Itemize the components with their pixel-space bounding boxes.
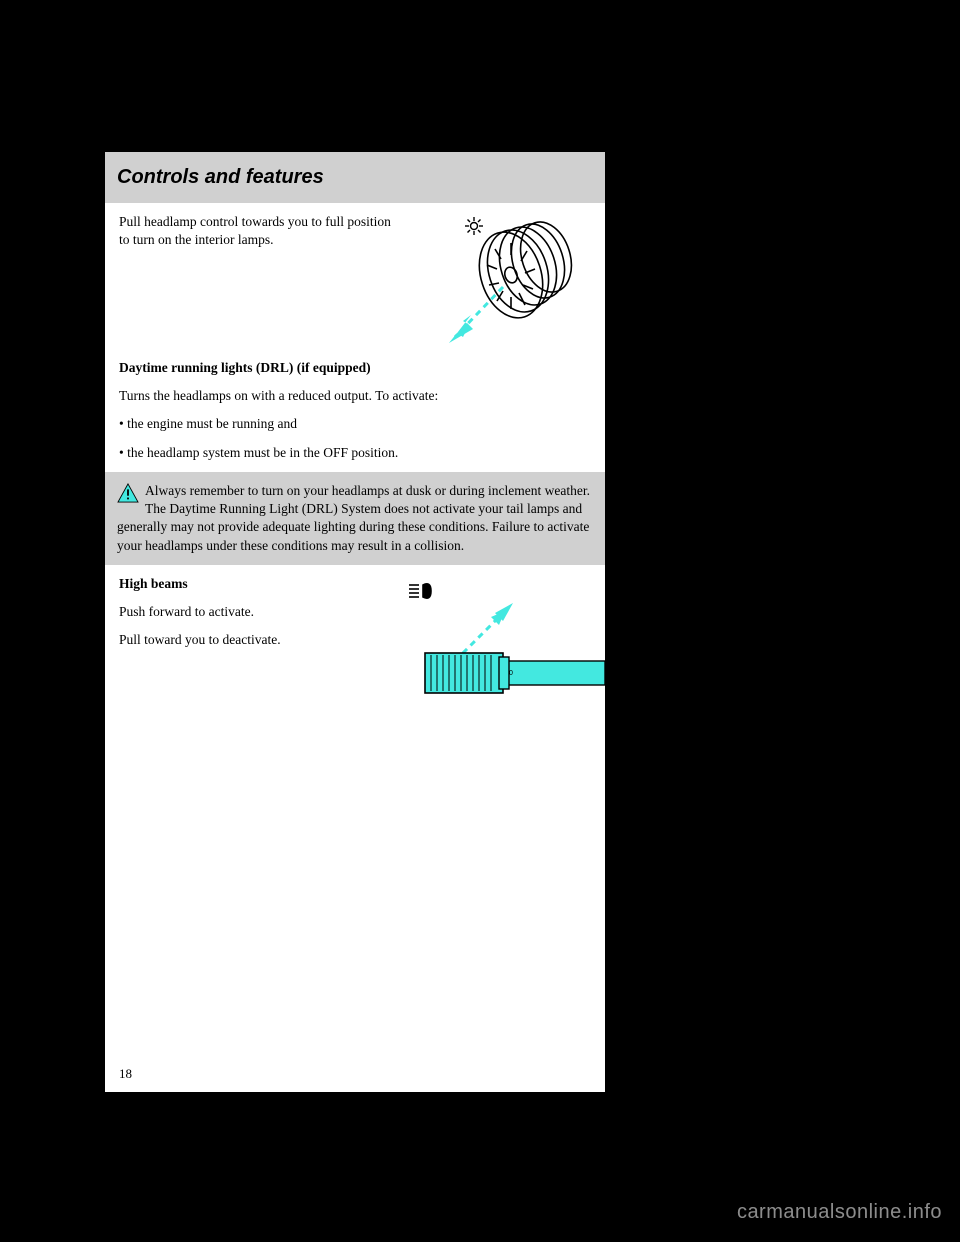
header-title: Controls and features <box>117 166 324 188</box>
warning-text: Always remember to turn on your headlamp… <box>117 483 590 553</box>
lever-svg: 0 <box>395 575 605 705</box>
pull-arrow <box>449 287 503 343</box>
warning-box: Always remember to turn on your headlamp… <box>105 472 605 565</box>
watermark-text: carmanualsonline.info <box>737 1201 942 1224</box>
drl-heading: Daytime running lights (DRL) (if equippe… <box>119 359 591 377</box>
drl-paragraph: Turns the headlamps on with a reduced ou… <box>119 387 591 405</box>
lever-illustration: 0 <box>395 575 605 705</box>
knob-illustration <box>411 213 591 353</box>
knob-svg <box>411 213 591 353</box>
svg-text:0: 0 <box>509 670 513 677</box>
lever-body: 0 <box>425 653 605 693</box>
drl-bullet-1: • the engine must be running and <box>119 415 591 433</box>
drl-bullet-2-text: the headlamp system must be in the OFF p… <box>127 445 398 460</box>
warning-triangle-icon <box>117 483 139 503</box>
sun-icon <box>465 217 483 235</box>
page-header: Controls and features <box>105 152 605 203</box>
document-page: Controls and features <box>105 152 605 1092</box>
drl-bullet-1-text: the engine must be running and <box>127 416 297 431</box>
drl-bullet-2: • the headlamp system must be in the OFF… <box>119 444 591 462</box>
high-beam-icon <box>409 584 431 598</box>
page-content: Pull headlamp control towards you to ful… <box>105 203 605 711</box>
knob-body <box>469 215 580 326</box>
page-number: 18 <box>119 1066 132 1082</box>
